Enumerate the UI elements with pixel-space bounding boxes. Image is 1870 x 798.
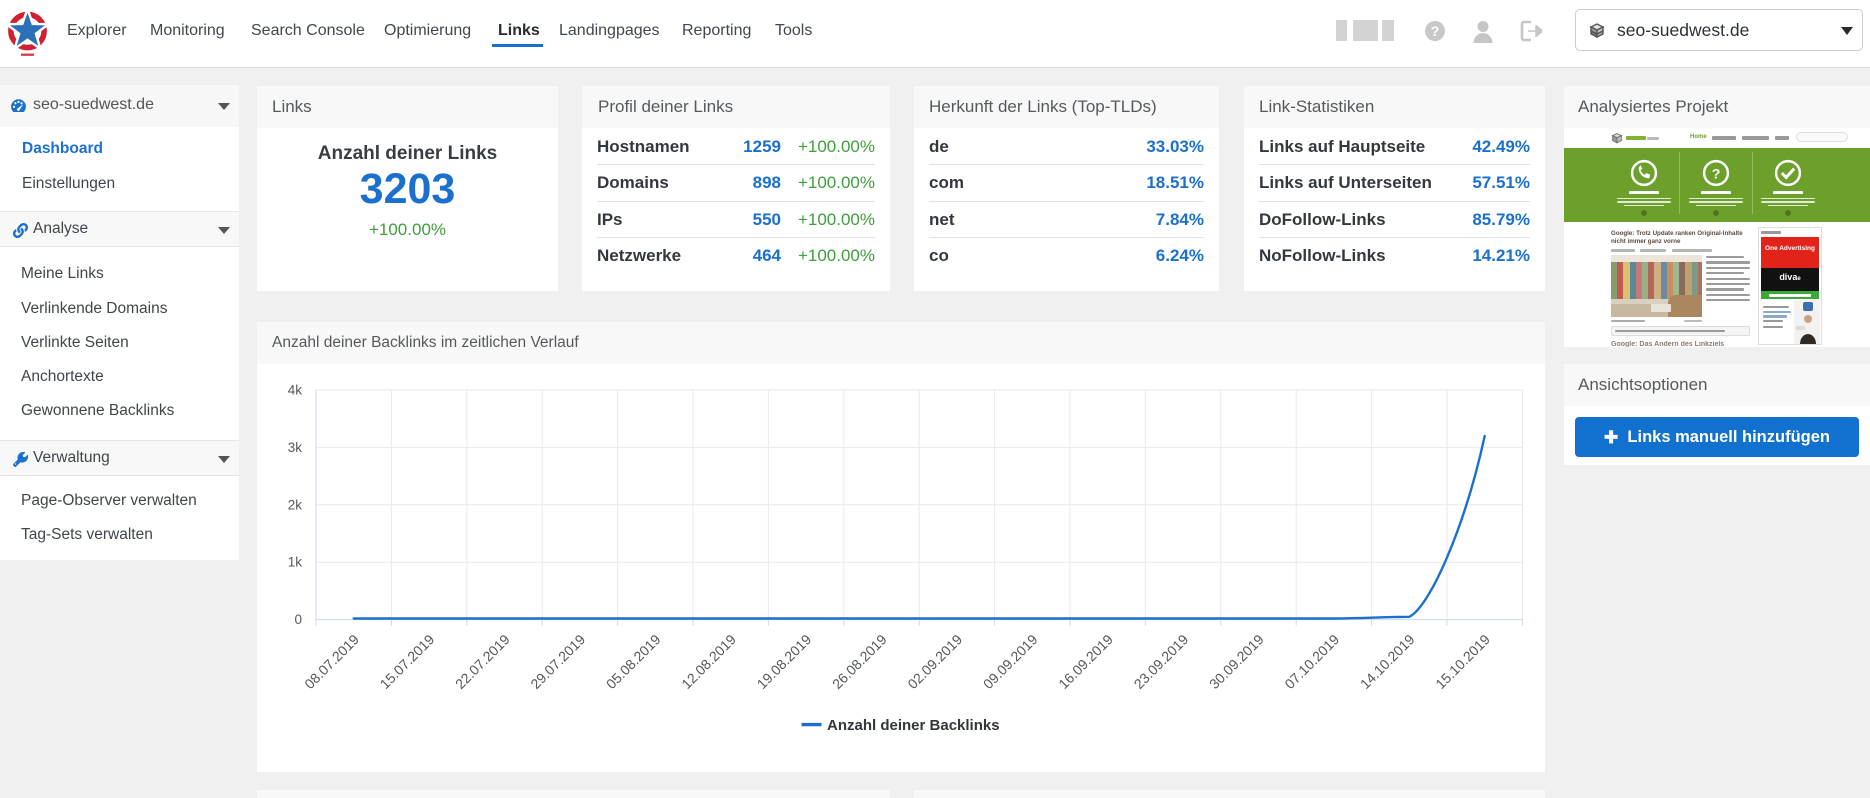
svg-text:15.10.2019: 15.10.2019	[1432, 631, 1493, 692]
svg-text:29.07.2019: 29.07.2019	[527, 631, 588, 692]
svg-text:1k: 1k	[288, 555, 303, 570]
svg-text:23.09.2019: 23.09.2019	[1131, 631, 1192, 692]
svg-text:14.10.2019: 14.10.2019	[1357, 631, 1418, 692]
svg-text:4k: 4k	[288, 383, 303, 398]
svg-text:15.07.2019: 15.07.2019	[377, 631, 438, 692]
svg-text:26.08.2019: 26.08.2019	[829, 631, 890, 692]
svg-text:02.09.2019: 02.09.2019	[904, 631, 965, 692]
svg-text:22.07.2019: 22.07.2019	[452, 631, 513, 692]
svg-text:09.09.2019: 09.09.2019	[980, 631, 1041, 692]
svg-text:?: ?	[1712, 165, 1721, 181]
svg-text:30.09.2019: 30.09.2019	[1206, 631, 1267, 692]
svg-text:3k: 3k	[288, 440, 303, 455]
svg-text:?: ?	[1431, 23, 1440, 39]
svg-text:16.09.2019: 16.09.2019	[1055, 631, 1116, 692]
svg-text:Anzahl deiner Backlinks: Anzahl deiner Backlinks	[827, 717, 1000, 734]
svg-text:07.10.2019: 07.10.2019	[1281, 631, 1342, 692]
svg-text:0: 0	[294, 612, 302, 627]
svg-text:05.08.2019: 05.08.2019	[603, 631, 664, 692]
svg-text:12.08.2019: 12.08.2019	[678, 631, 739, 692]
svg-text:19.08.2019: 19.08.2019	[754, 631, 815, 692]
svg-text:08.07.2019: 08.07.2019	[301, 631, 362, 692]
svg-text:2k: 2k	[288, 497, 303, 512]
